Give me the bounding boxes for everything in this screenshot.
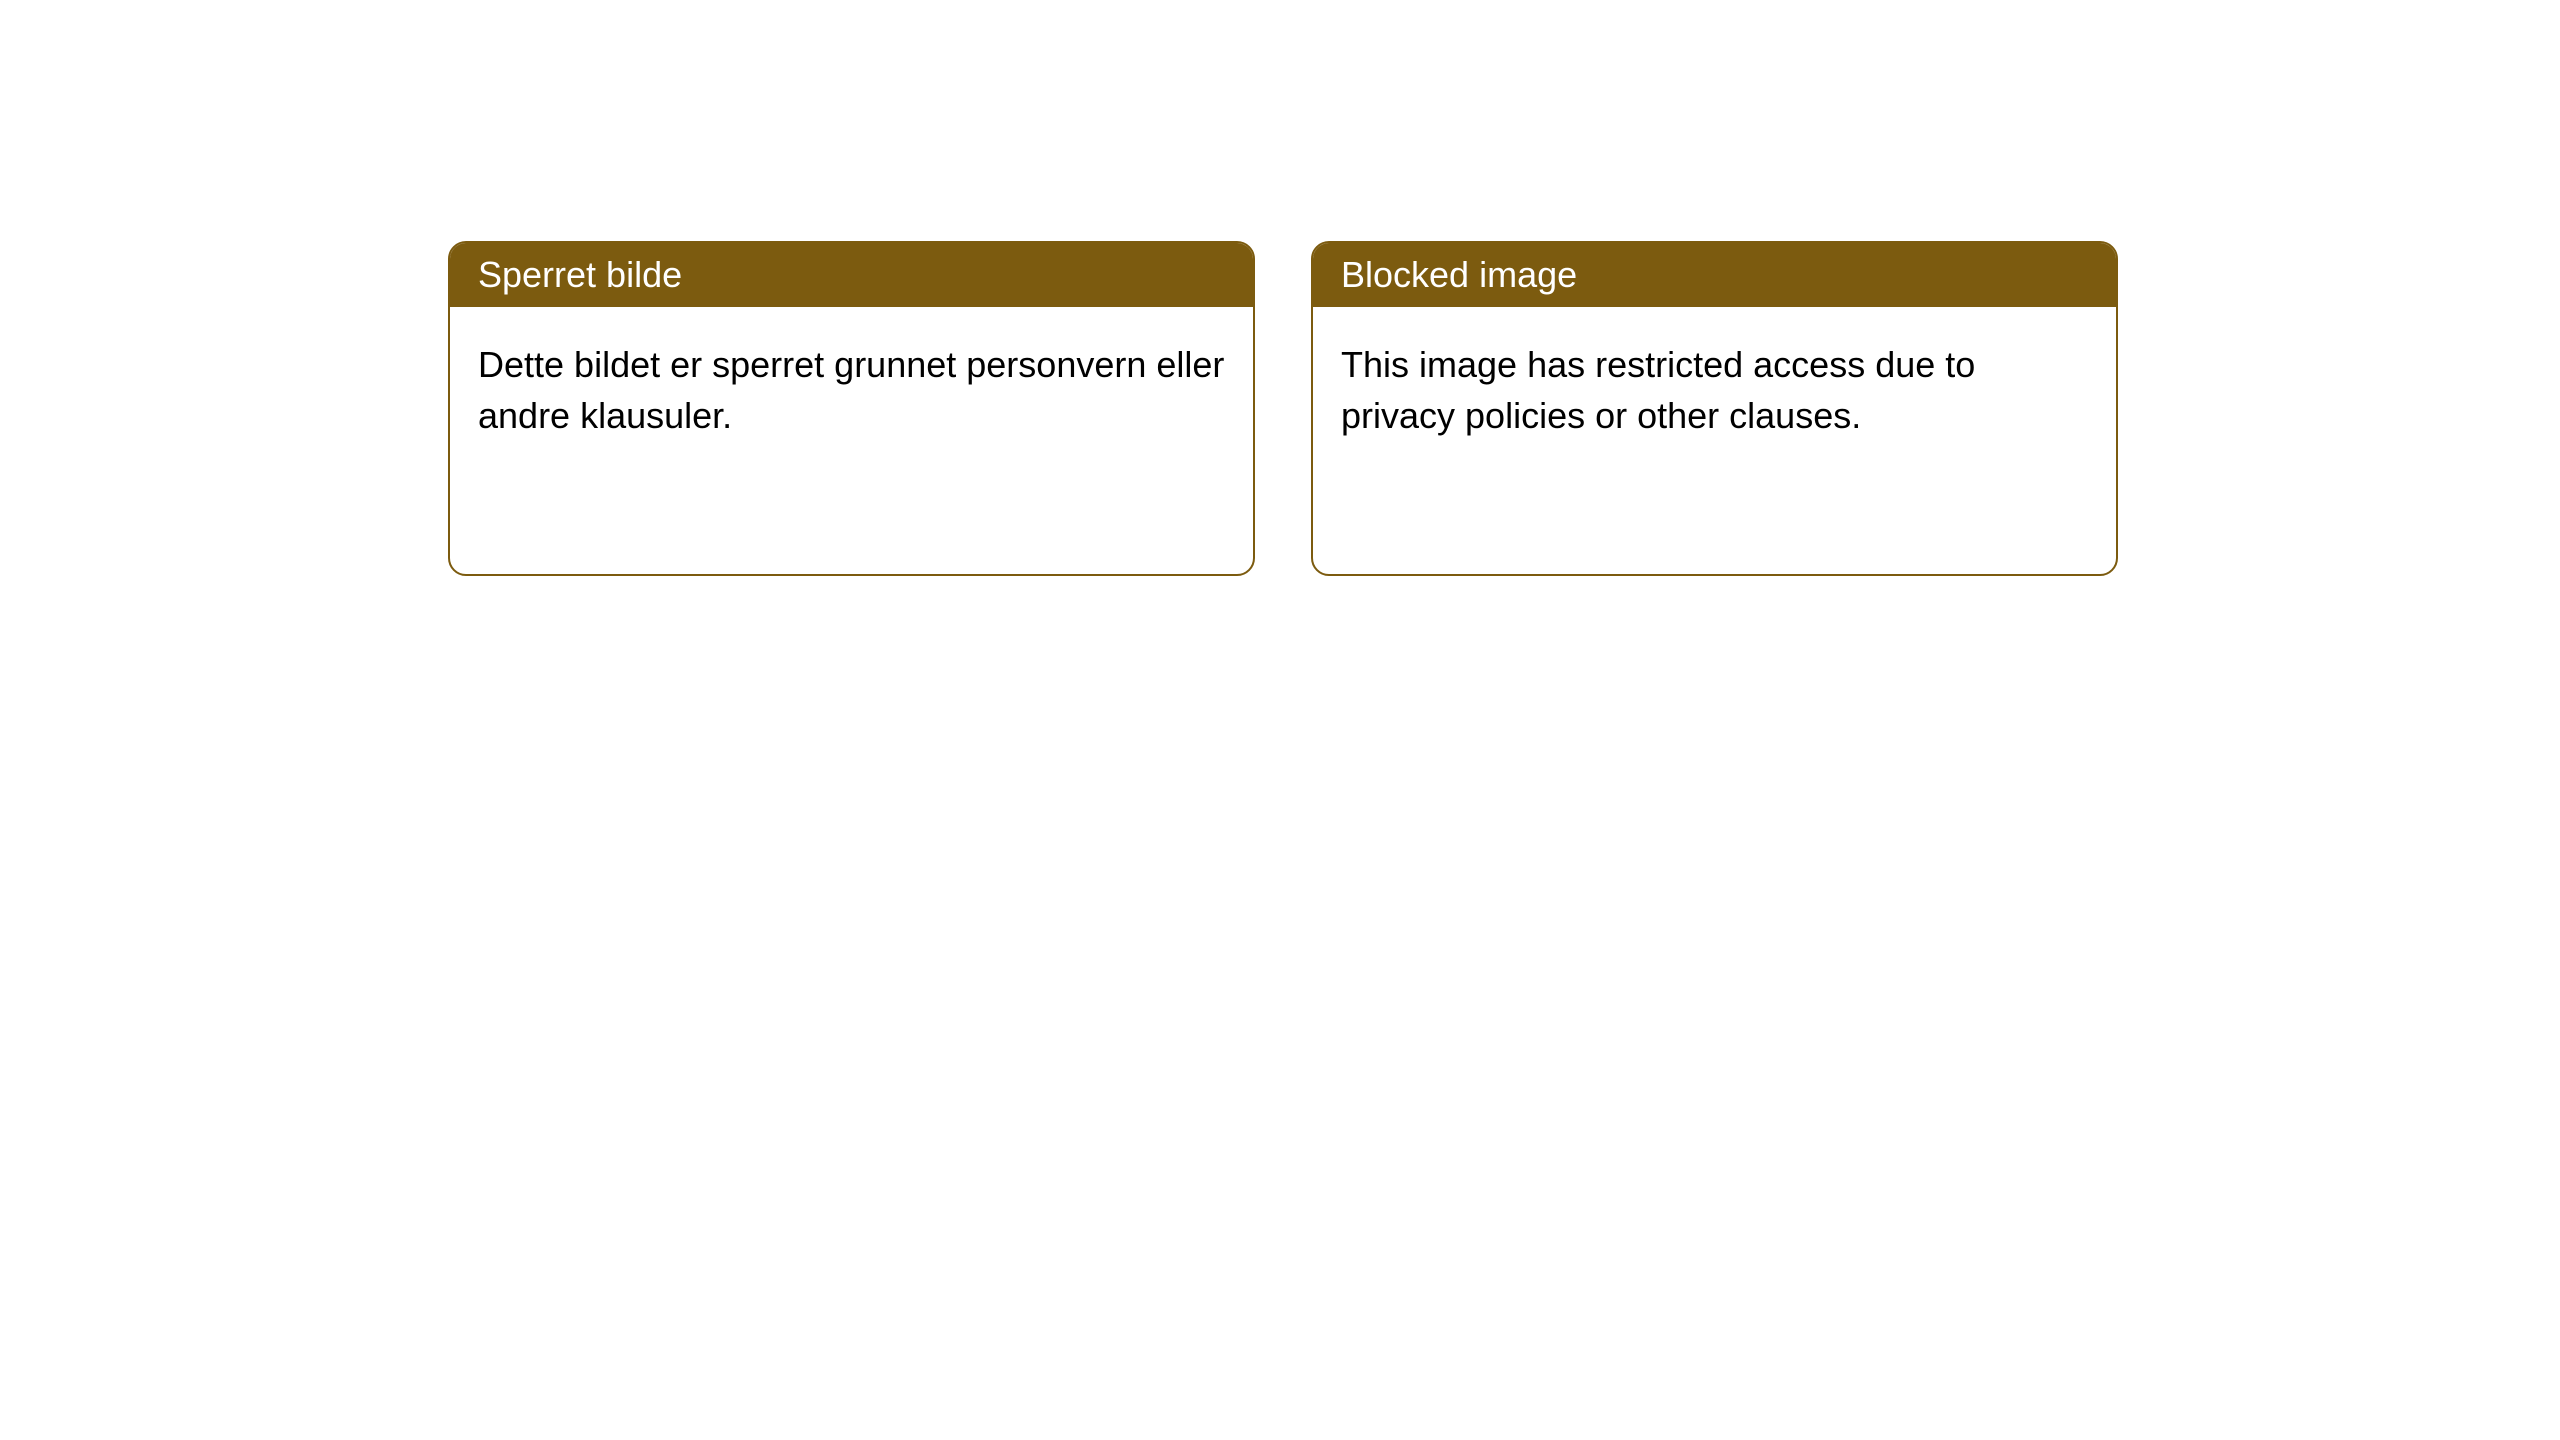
notice-card-norwegian: Sperret bilde Dette bildet er sperret gr… bbox=[448, 241, 1255, 576]
notice-card-english: Blocked image This image has restricted … bbox=[1311, 241, 2118, 576]
notice-card-body: This image has restricted access due to … bbox=[1313, 307, 2116, 473]
notice-card-title: Blocked image bbox=[1313, 243, 2116, 307]
notice-card-body: Dette bildet er sperret grunnet personve… bbox=[450, 307, 1253, 473]
notice-container: Sperret bilde Dette bildet er sperret gr… bbox=[0, 0, 2560, 576]
notice-card-title: Sperret bilde bbox=[450, 243, 1253, 307]
